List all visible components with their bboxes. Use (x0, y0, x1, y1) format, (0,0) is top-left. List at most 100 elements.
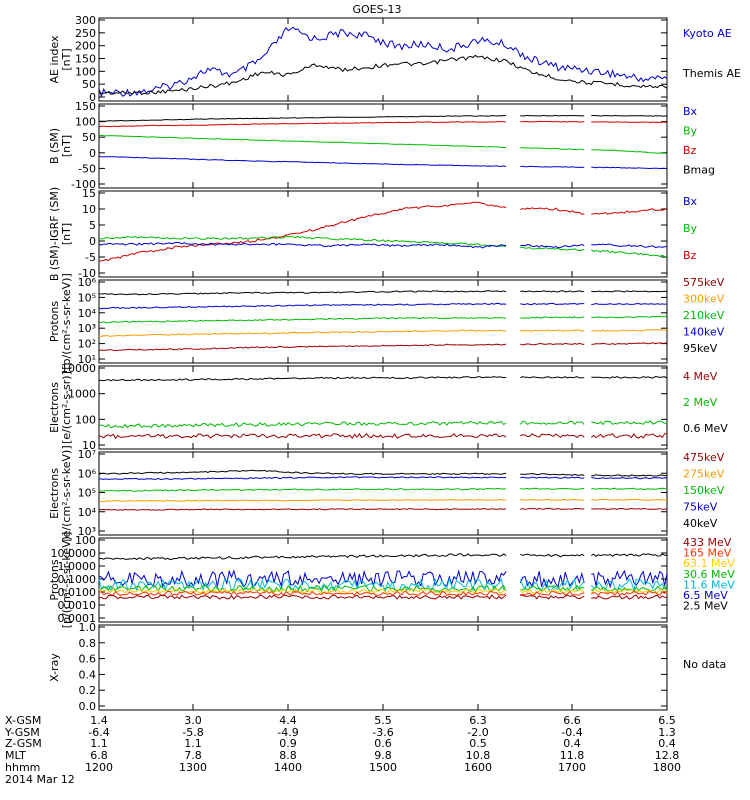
y-tick-label: 0.8 (79, 637, 97, 650)
y-axis-label: Electrons[e/(cm²-s-sr-keV)] (48, 445, 73, 541)
footer-mlt-value: 10.8 (466, 749, 491, 762)
footer-hhmm-value: 1800 (653, 761, 681, 774)
y-tick-label: 100 (75, 534, 96, 547)
footer-row-label: Z-GSM (5, 737, 42, 750)
series-pk_210 (99, 315, 668, 324)
y-tick-label: 10⁶ (78, 467, 97, 480)
legend-protons_mev-1: 165 MeV (683, 547, 732, 560)
y-tick-label: 10⁵ (78, 291, 96, 304)
legend-protons_mev-6: 2.5 MeV (683, 600, 728, 613)
y-tick-label: 1.0000 (58, 560, 97, 573)
y-tick-label: 300 (75, 14, 96, 27)
series-pm_433 (98, 594, 668, 600)
y-tick-label: 0.1000 (58, 573, 97, 586)
legend-protons_kev-3: 140keV (683, 326, 725, 339)
legend-bigrf-2: Bz (683, 249, 697, 262)
footer-date: 2014 Mar 12 (5, 773, 75, 786)
y-axis-label: Protons[p/(cm²-s-sr-keV)] (48, 273, 73, 370)
footer-z_gsm-value: 0.5 (469, 737, 487, 750)
y-tick-label: 0.0 (79, 700, 97, 713)
footer-y_gsm-value: 1.3 (658, 726, 676, 739)
legend-electrons_kev-4: 40keV (683, 517, 718, 530)
y-tick-label: 150 (75, 53, 96, 66)
footer-row-label: Y-GSM (4, 726, 40, 739)
y-tick-label: 100 (75, 413, 96, 426)
y-tick-label: 150 (75, 100, 96, 113)
series-pm_631 (98, 588, 668, 594)
footer-row-label: X-GSM (5, 714, 41, 727)
legend-bsm-2: Bz (683, 144, 697, 157)
y-tick-label: 10⁶ (78, 276, 97, 289)
footer-z_gsm-value: 0.6 (374, 737, 392, 750)
y-axis-label: B (SM)[nT] (48, 128, 73, 164)
y-tick-label: 0.0100 (58, 586, 97, 599)
y-tick-label: 100 (75, 65, 96, 78)
footer-mlt-value: 12.8 (655, 749, 680, 762)
footer-z_gsm-value: 0.4 (563, 737, 581, 750)
series-pk_300 (98, 329, 668, 337)
panel-frame (98, 190, 668, 278)
series-igrf_bz (98, 201, 668, 262)
footer-row-label: MLT (5, 749, 26, 762)
series-bsm_by (98, 134, 668, 155)
footer-hhmm-value: 1300 (179, 761, 207, 774)
y-tick-label: 10³ (78, 525, 96, 538)
y-tick-label: 0.4 (79, 668, 97, 681)
series-pk_140 (98, 302, 668, 310)
footer-hhmm-value: 1200 (85, 761, 113, 774)
footer-hhmm-value: 1500 (369, 761, 397, 774)
y-tick-label: 0.0010 (58, 599, 97, 612)
footer-y_gsm-value: -6.4 (88, 726, 109, 739)
footer-x_gsm-value: 6.5 (658, 714, 676, 727)
y-axis-label: Electrons[e/(cm²-s-sr)] (48, 371, 73, 444)
panel-protons_mev: 10010.00001.00000.10000.01000.00100.0001… (48, 532, 735, 629)
y-tick-label: 5 (89, 219, 96, 232)
footer-mlt-value: 8.8 (279, 749, 297, 762)
y-axis-label: Protons[p/(cm²-s-sr-keV)] (48, 532, 73, 629)
y-tick-label: 0.2 (79, 684, 97, 697)
footer-x_gsm-value: 6.6 (563, 714, 581, 727)
footer-z_gsm-value: 1.1 (90, 737, 108, 750)
legend-protons_mev-2: 63.1 MeV (683, 557, 735, 570)
footer-y_gsm-value: -4.9 (277, 726, 298, 739)
y-tick-label: 10⁴ (78, 307, 97, 320)
legend-electrons_kev-1: 275keV (683, 468, 725, 481)
legend-bsm-3: Bmag (683, 164, 715, 177)
series-pk_575 (98, 342, 668, 352)
legend-electrons_mev-2: 0.6 MeV (683, 422, 728, 435)
y-tick-label: 10.0000 (51, 547, 97, 560)
series-bsm_bmag (99, 114, 668, 122)
footer-mlt-value: 11.8 (560, 749, 585, 762)
y-tick-label: 10 (82, 203, 96, 216)
legend-protons_kev-0: 575keV (683, 276, 725, 289)
series-bsm_bx (98, 155, 668, 170)
legend-protons_mev-5: 6.5 MeV (683, 589, 728, 602)
footer-z_gsm-value: 0.4 (658, 737, 676, 750)
series-ek_475 (98, 507, 668, 511)
y-tick-label: 0 (89, 147, 96, 160)
footer-x_gsm-value: 4.4 (279, 714, 297, 727)
legend-bsm-0: Bx (683, 105, 698, 118)
y-tick-label: 10 (82, 439, 96, 452)
y-axis-label: B (SM)-IGRF (SM)[nT] (48, 187, 73, 281)
y-tick-label: 50 (82, 131, 96, 144)
footer-hhmm-value: 1400 (274, 761, 302, 774)
legend-protons_kev-2: 210keV (683, 309, 725, 322)
y-tick-label: 100 (75, 116, 96, 129)
legend-bigrf-0: Bx (683, 195, 698, 208)
y-tick-label: -10 (78, 267, 96, 280)
y-tick-label: 10000 (61, 362, 96, 375)
series-igrf_bx (98, 241, 668, 249)
legend-protons_mev-0: 433 MeV (683, 536, 732, 549)
legend-protons_kev-4: 95keV (683, 342, 718, 355)
legend-protons_mev-3: 30.6 MeV (683, 568, 735, 581)
panel-xray: 1.0 0.8 0.6 0.4 0.2 0.0 X-ray No data (48, 621, 726, 713)
footer-hhmm-value: 1700 (558, 761, 586, 774)
series-pm_25 (98, 553, 668, 561)
footer-mlt-value: 7.8 (184, 749, 202, 762)
footer-y_gsm-value: -0.4 (561, 726, 582, 739)
footer-x_gsm-value: 1.4 (90, 714, 108, 727)
y-tick-label: 1000 (68, 388, 96, 401)
series-bsm_bz (98, 120, 668, 128)
